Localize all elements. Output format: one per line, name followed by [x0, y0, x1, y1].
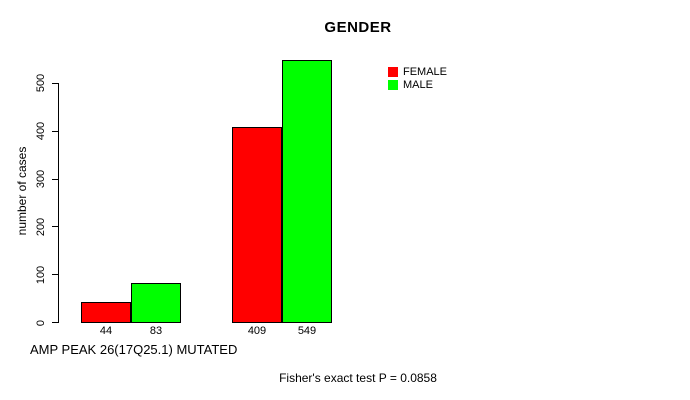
legend-label-female: FEMALE	[403, 65, 448, 78]
female-color-swatch	[388, 66, 398, 77]
male-color-swatch	[388, 79, 398, 90]
y-axis-tick-label: 300	[35, 169, 47, 189]
legend-item-female: FEMALE	[388, 65, 447, 78]
legend: FEMALE MALE	[388, 65, 447, 91]
y-axis-tick	[52, 178, 59, 180]
x-axis-annotation: AMP PEAK 26(17Q25.1) MUTATED	[30, 342, 238, 357]
bar-female-group2	[232, 126, 282, 323]
bar-value-label: 44	[99, 325, 113, 337]
y-axis-tick-label: 200	[35, 217, 47, 237]
legend-item-male: MALE	[388, 78, 447, 91]
y-axis-tick-label: 500	[35, 74, 47, 93]
y-axis-tick-label: 0	[35, 319, 47, 326]
bar-value-label: 549	[297, 325, 317, 337]
y-axis-title: number of cases	[15, 146, 29, 236]
bar-female-group1	[81, 301, 131, 323]
stat-annotation: Fisher's exact test P = 0.0858	[279, 371, 437, 385]
bar-value-label: 409	[247, 325, 267, 337]
y-axis-tick	[52, 322, 59, 324]
y-axis-tick	[52, 274, 59, 276]
y-axis-tick-label: 400	[35, 122, 47, 141]
y-axis-tick	[52, 130, 59, 132]
y-axis-tick	[52, 82, 59, 84]
y-axis-line	[58, 83, 59, 323]
bar-male-group2	[282, 59, 332, 323]
legend-label-male: MALE	[403, 78, 433, 91]
y-axis-tick-label: 100	[35, 265, 47, 285]
bar-male-group1	[131, 282, 181, 323]
y-axis-tick	[52, 226, 59, 228]
bar-value-label: 83	[149, 325, 163, 337]
chart-title: GENDER	[324, 19, 392, 36]
